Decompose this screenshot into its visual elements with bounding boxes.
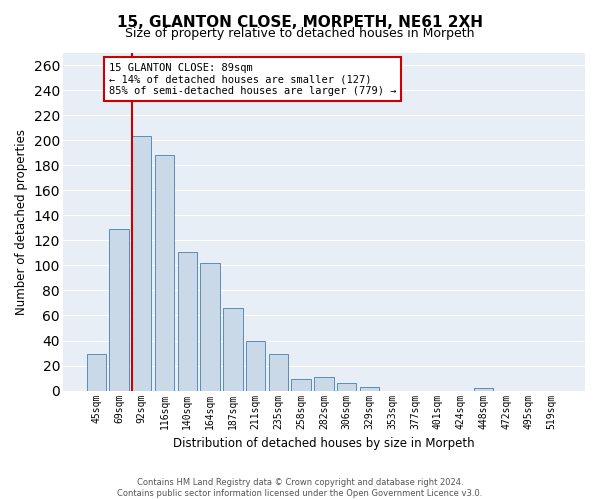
Bar: [337, 383, 356, 390]
Text: Size of property relative to detached houses in Morpeth: Size of property relative to detached ho…: [125, 28, 475, 40]
Bar: [246, 340, 265, 390]
Bar: [86, 354, 106, 390]
X-axis label: Distribution of detached houses by size in Morpeth: Distribution of detached houses by size …: [173, 437, 475, 450]
Bar: [155, 155, 174, 390]
Text: Contains HM Land Registry data © Crown copyright and database right 2024.
Contai: Contains HM Land Registry data © Crown c…: [118, 478, 482, 498]
Text: 15 GLANTON CLOSE: 89sqm
← 14% of detached houses are smaller (127)
85% of semi-d: 15 GLANTON CLOSE: 89sqm ← 14% of detache…: [109, 62, 396, 96]
Bar: [132, 136, 151, 390]
Bar: [473, 388, 493, 390]
Text: 15, GLANTON CLOSE, MORPETH, NE61 2XH: 15, GLANTON CLOSE, MORPETH, NE61 2XH: [117, 15, 483, 30]
Bar: [269, 354, 288, 390]
Bar: [292, 380, 311, 390]
Bar: [360, 387, 379, 390]
Bar: [223, 308, 242, 390]
Bar: [178, 252, 197, 390]
Bar: [200, 263, 220, 390]
Bar: [314, 377, 334, 390]
Y-axis label: Number of detached properties: Number of detached properties: [15, 128, 28, 314]
Bar: [109, 229, 128, 390]
